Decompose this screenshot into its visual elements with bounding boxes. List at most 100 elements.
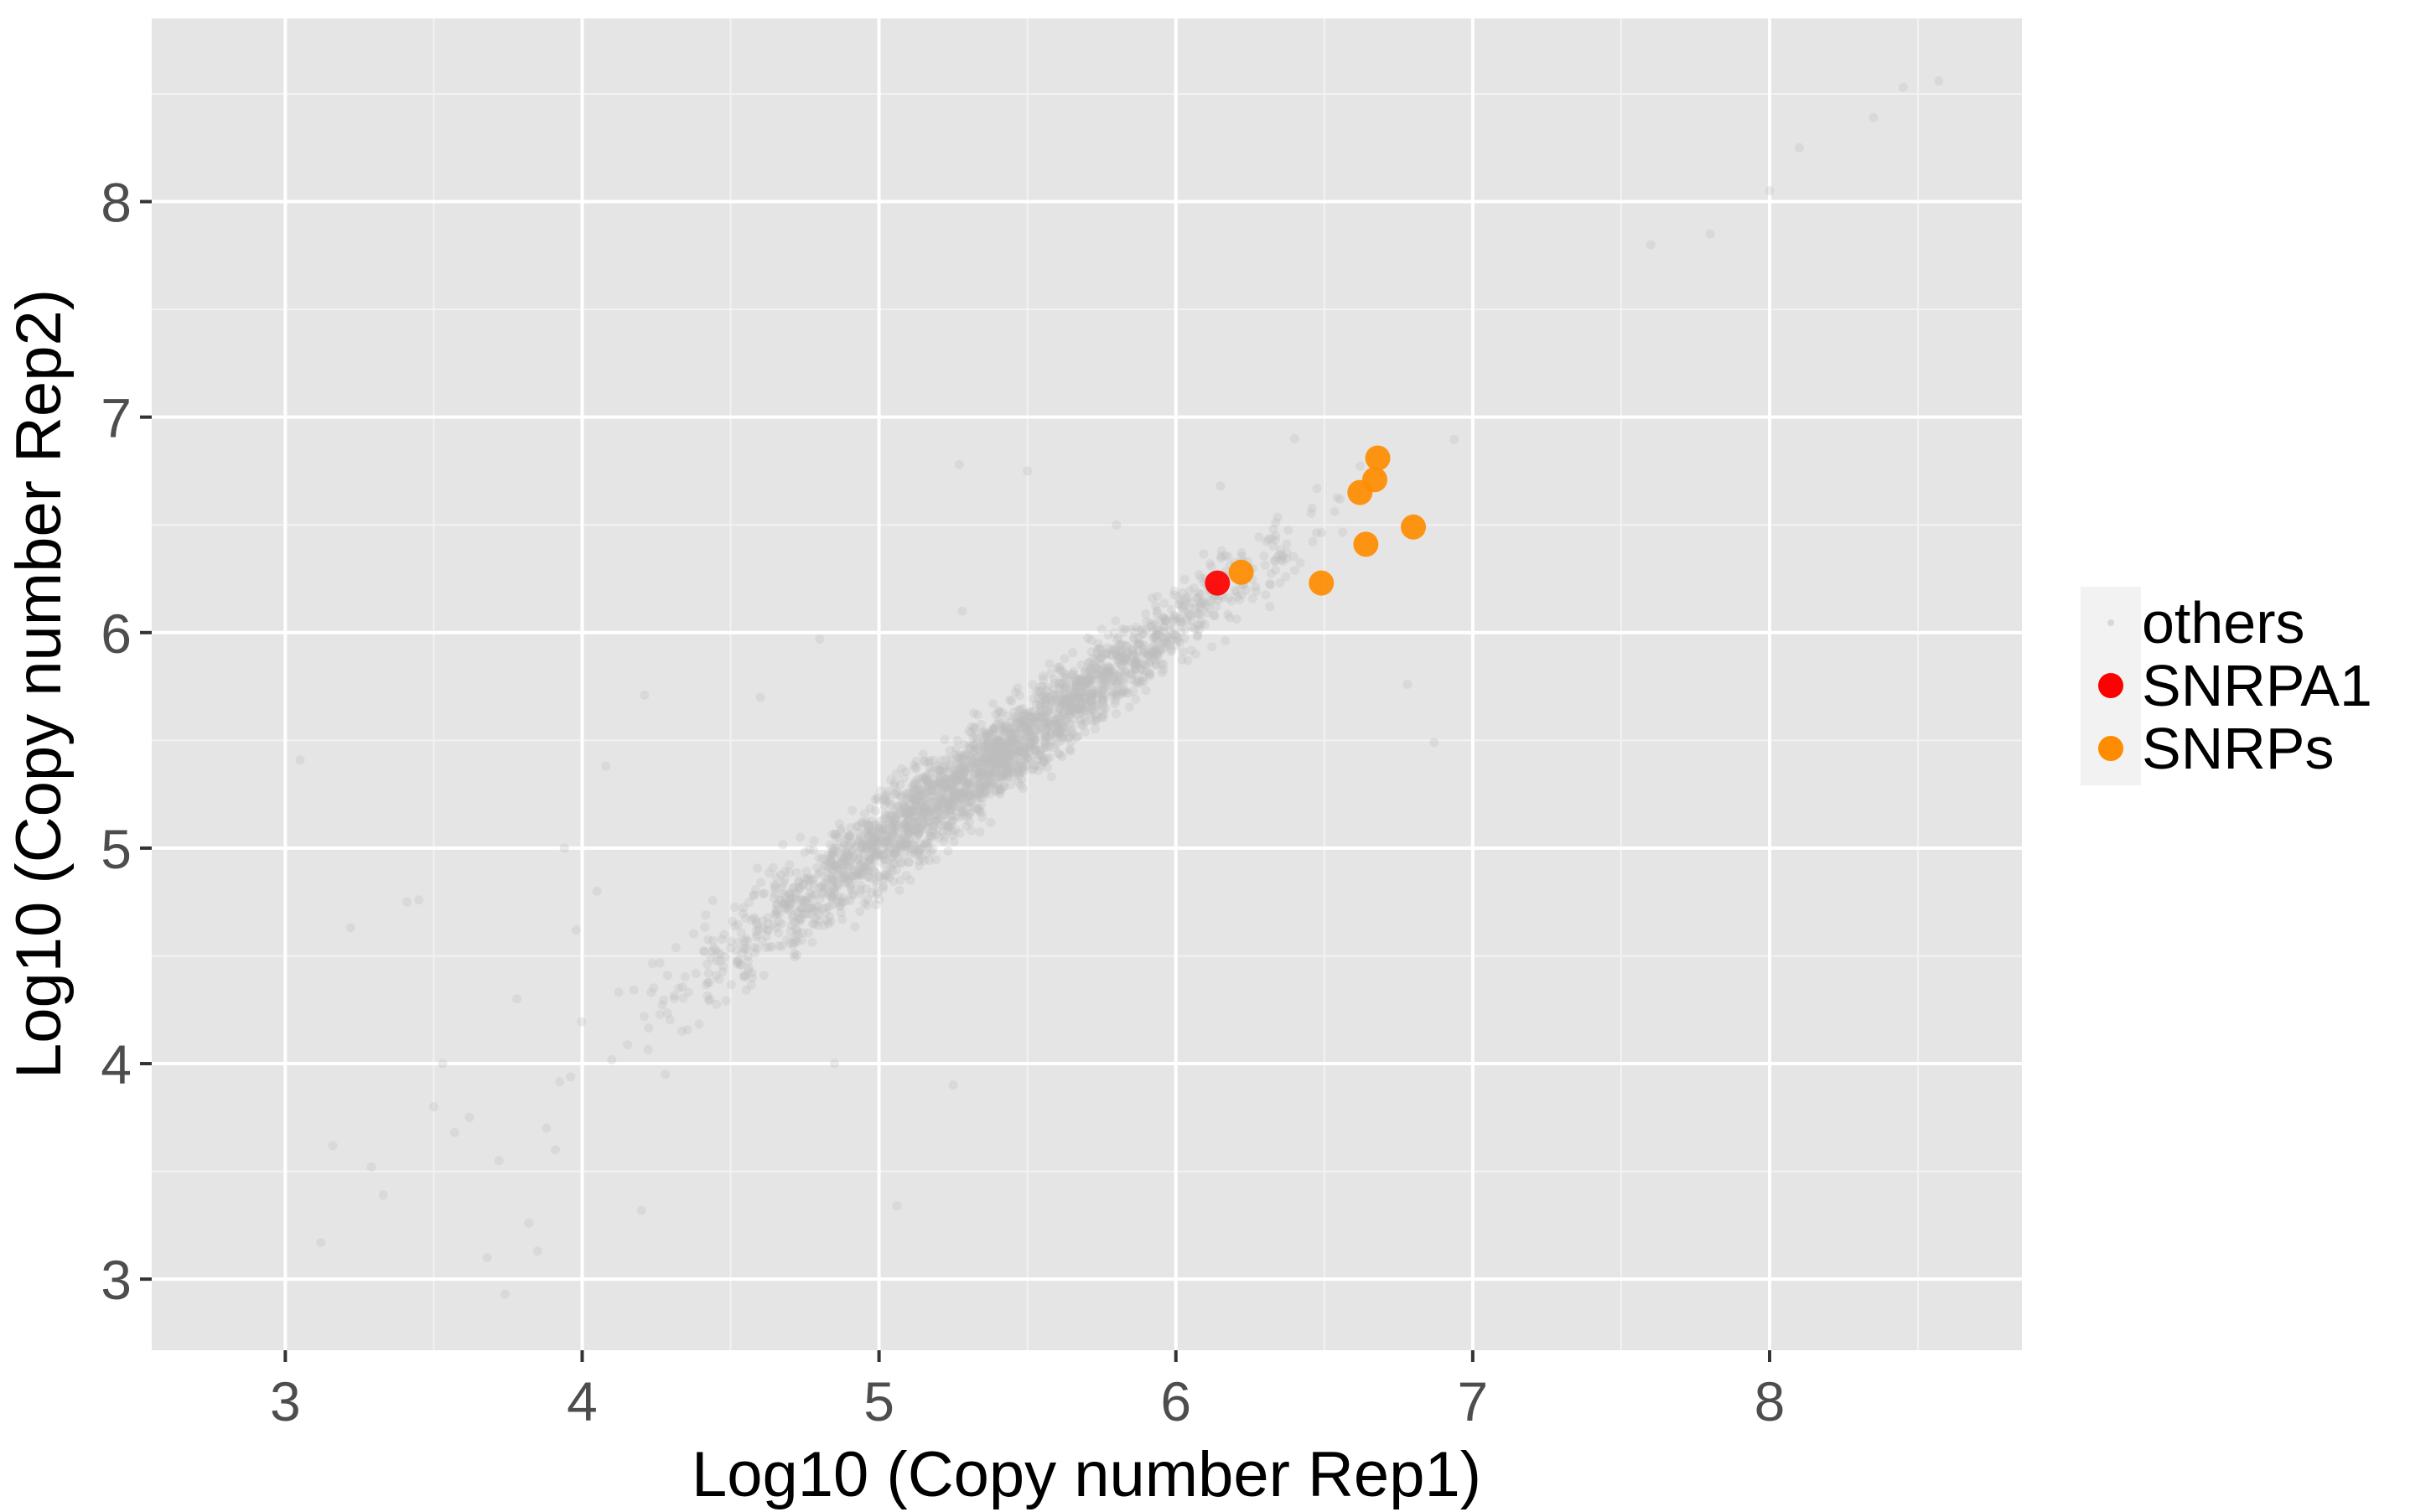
others-point [902,840,912,850]
others-point [978,727,988,737]
others-point [892,808,902,818]
others-point [987,778,997,788]
others-point [761,943,771,953]
others-point [801,867,811,877]
others-point [922,807,932,817]
others-point [1092,647,1102,657]
others-point [1002,764,1012,774]
others-point [869,838,879,848]
others-point [895,834,905,844]
others-point [1058,707,1068,717]
others-point [832,859,842,869]
others-point [888,816,898,826]
others-point [853,855,863,865]
others-point [997,763,1007,773]
others-point [1016,780,1026,790]
others-point [778,888,788,898]
others-point [1006,764,1016,774]
others-point [952,765,962,775]
others-point [1028,731,1038,741]
others-point [1017,766,1027,776]
others-point [759,924,769,934]
others-point [1015,723,1025,733]
others-point [842,864,853,874]
others-point [863,865,873,875]
others-point [777,883,787,893]
others-point [449,1127,459,1137]
others-point [988,698,998,708]
others-point [934,792,944,802]
others-point [775,941,785,951]
others-point [964,762,974,772]
others-point [840,870,850,880]
others-point [809,919,819,929]
others-point [797,935,807,945]
others-point [927,766,937,776]
others-point [918,772,928,782]
others-point [1019,741,1029,751]
others-point [957,793,967,803]
others-point [708,935,718,945]
others-point [1061,681,1071,691]
others-point [1101,676,1111,686]
legend-key-others [2107,619,2114,626]
others-point [870,850,880,860]
others-point [949,836,959,847]
others-point [989,767,999,777]
others-point [1107,691,1117,702]
others-point [1005,757,1015,767]
others-point [827,866,837,876]
others-point [1167,634,1177,645]
others-point [1265,602,1275,612]
others-point [1034,694,1044,704]
others-point [1039,757,1050,767]
others-point [1141,609,1151,619]
others-point [1154,645,1164,655]
others-point [749,891,759,901]
others-point [1091,686,1101,696]
others-point [1098,696,1108,707]
others-point [713,974,723,984]
others-point [559,843,569,853]
others-point [1086,675,1096,685]
others-point [967,722,977,732]
others-point [966,798,976,808]
others-point [803,893,813,903]
others-point [1060,681,1070,691]
others-point [816,889,827,899]
others-point [1113,671,1123,681]
others-point [1040,700,1050,710]
others-point [965,808,975,818]
others-point [1071,693,1081,703]
others-point [998,772,1008,782]
others-point [951,743,962,753]
others-point [1086,704,1096,714]
others-point [966,786,976,796]
others-point [863,831,873,841]
others-point [1119,685,1129,695]
others-point [922,779,932,790]
others-point [887,821,897,831]
others-point [1066,690,1076,700]
others-point [866,816,876,826]
others-point [969,769,979,779]
others-point [974,806,984,816]
others-point [990,739,1000,749]
others-point [795,883,805,893]
others-point [739,971,749,981]
others-point [868,833,879,843]
others-point [1189,583,1199,593]
others-point [1013,706,1024,716]
others-point [855,852,865,862]
others-point [1013,712,1023,722]
others-point [883,810,893,821]
others-point [733,919,743,929]
others-point [1024,723,1034,733]
others-point [919,856,929,866]
others-point [1097,667,1107,677]
others-point [958,764,968,774]
others-point [1076,707,1086,717]
others-point [763,924,773,935]
others-point [967,758,977,768]
others-point [1028,738,1038,748]
